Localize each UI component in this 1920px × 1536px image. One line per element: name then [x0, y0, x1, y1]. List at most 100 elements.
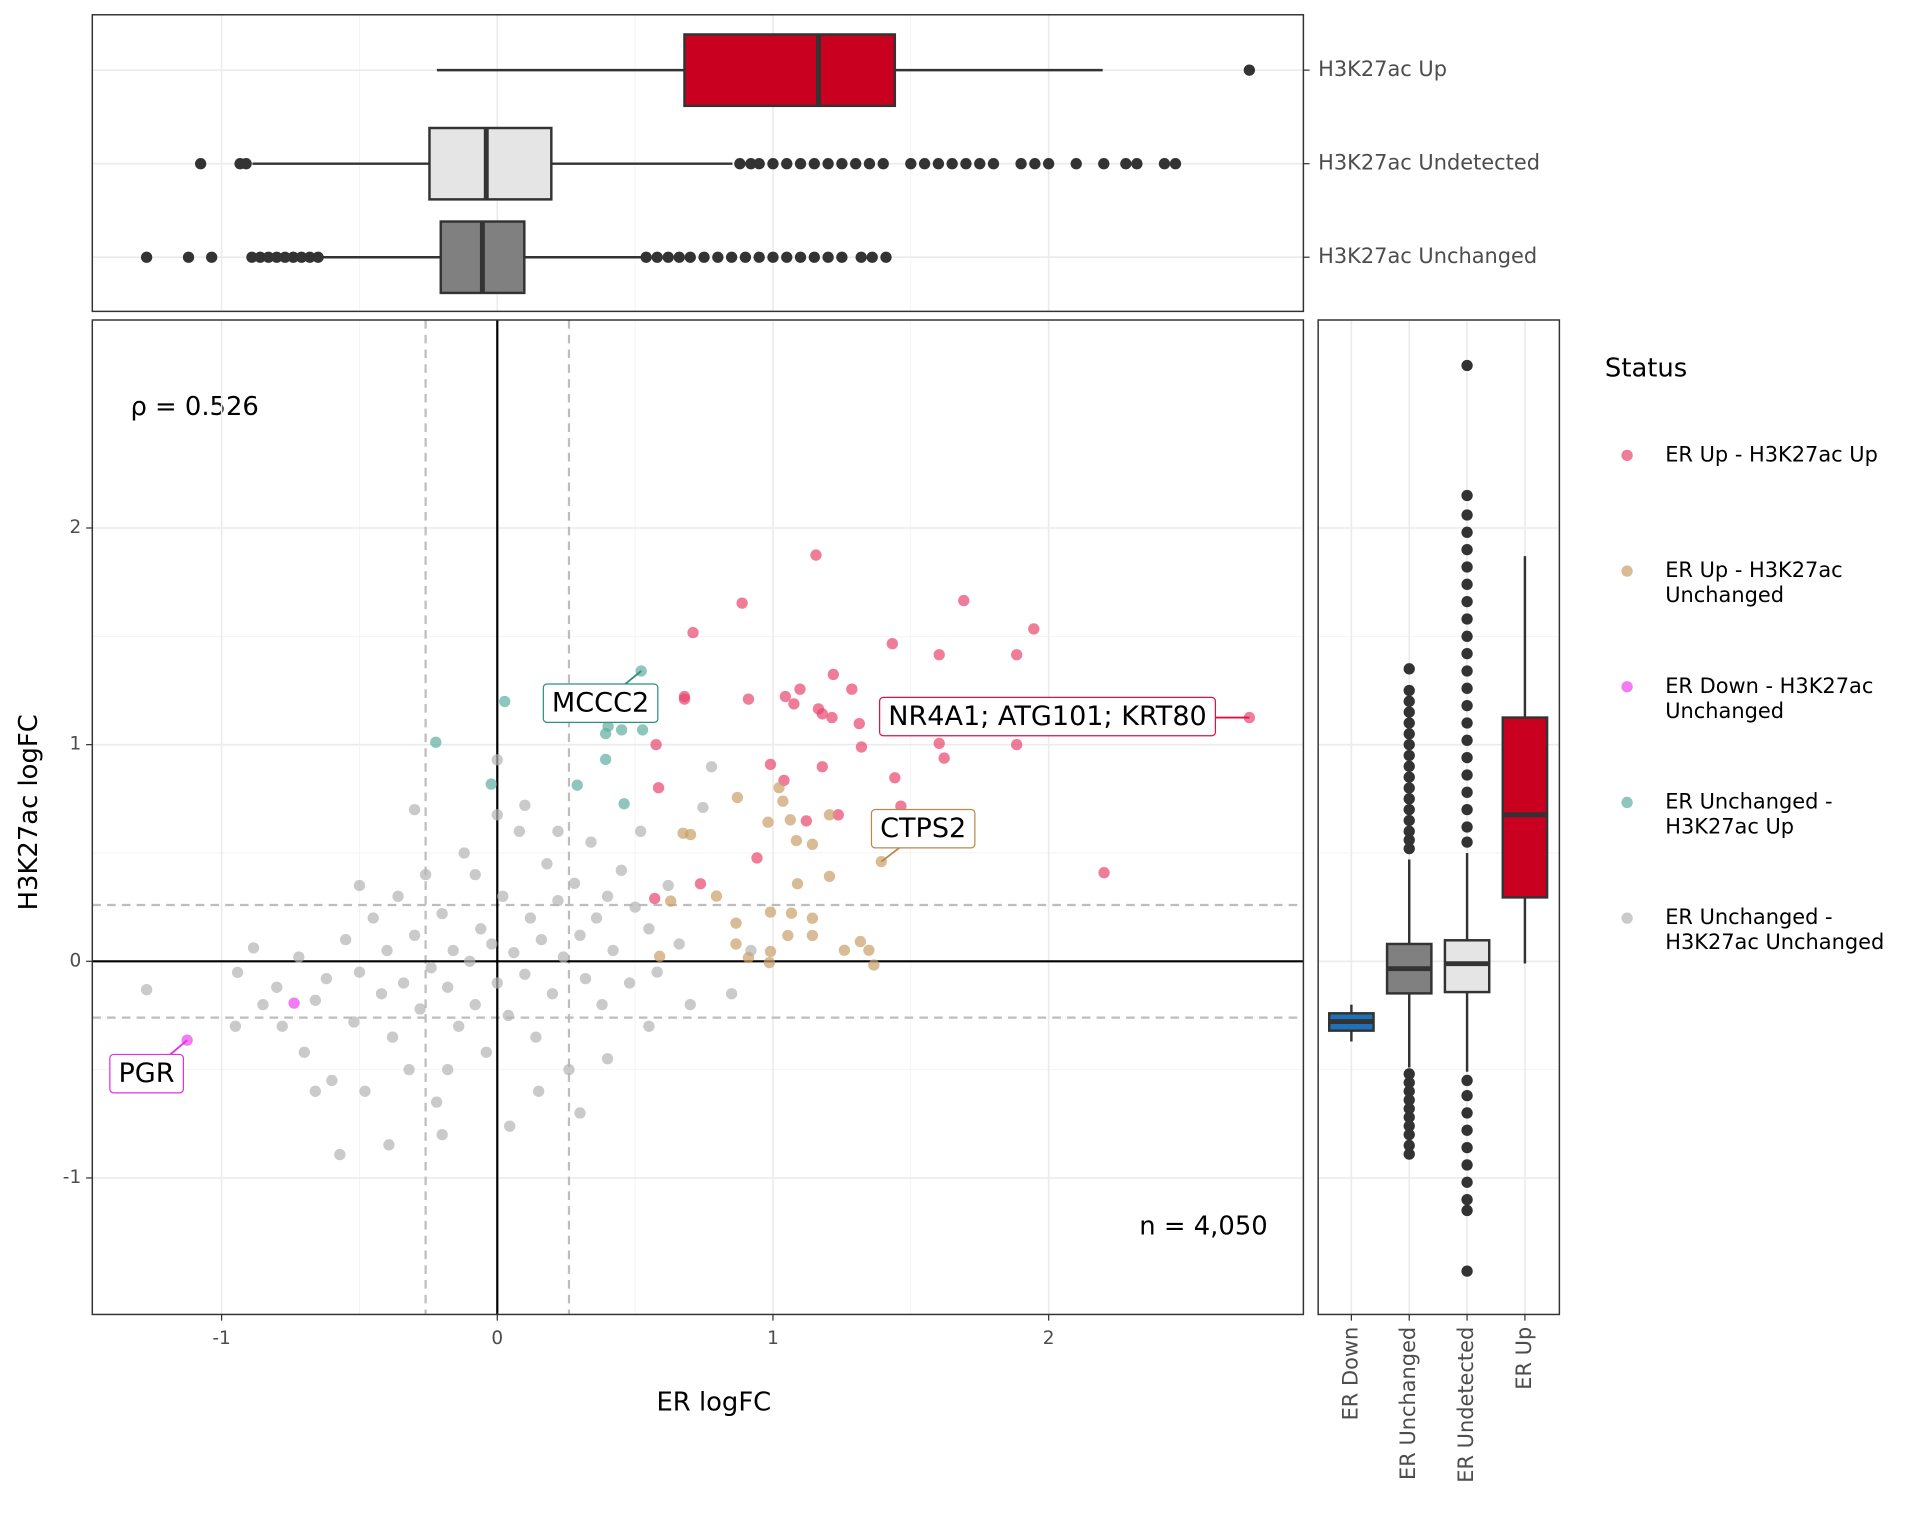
point [623, 977, 636, 989]
point [832, 809, 844, 821]
point [785, 907, 798, 919]
legend-label: ER Up - H3K27ac Up [1665, 442, 1878, 466]
outlier [1461, 769, 1473, 781]
point [375, 988, 388, 1000]
outlier [1461, 821, 1473, 833]
point [475, 923, 487, 935]
point [436, 1128, 448, 1141]
point [403, 1063, 415, 1076]
point [480, 1046, 492, 1058]
point [552, 825, 564, 837]
outlier [640, 251, 652, 263]
box [1501, 716, 1549, 899]
outlier [1403, 771, 1415, 783]
outlier [1403, 695, 1415, 707]
outlier [987, 158, 1000, 170]
point [348, 1016, 360, 1028]
outlier [1015, 158, 1027, 170]
point [502, 1009, 514, 1022]
outlier [794, 251, 807, 263]
point [458, 847, 470, 859]
outlier [262, 251, 275, 263]
point [764, 945, 777, 958]
panel-border [91, 319, 1305, 1316]
point [392, 890, 404, 902]
point [257, 998, 269, 1011]
point [854, 935, 867, 948]
y-tick-label: 1 [69, 734, 81, 755]
point [486, 938, 498, 950]
point [652, 782, 665, 794]
point [504, 1120, 516, 1132]
point [359, 1085, 371, 1097]
point [710, 890, 723, 902]
point [140, 984, 153, 996]
outlier [781, 158, 793, 170]
outlier [1461, 665, 1473, 677]
y-tick-label: 0 [69, 950, 81, 971]
point [751, 852, 763, 864]
point [634, 825, 647, 837]
point [513, 825, 526, 837]
gene-label: NR4A1; ATG101; KRT80 [888, 701, 1207, 732]
point [958, 594, 970, 607]
outlier [206, 251, 218, 263]
box [683, 33, 897, 108]
point [636, 724, 649, 736]
outlier [1461, 489, 1473, 502]
outlier [651, 251, 663, 263]
point [585, 836, 597, 848]
outlier [1461, 561, 1473, 573]
point [397, 977, 410, 989]
outlier [932, 158, 945, 170]
point [1028, 623, 1040, 635]
outlier [850, 158, 862, 170]
outlier [781, 251, 793, 263]
outlier [1461, 786, 1473, 798]
point [408, 803, 421, 816]
outlier [1403, 834, 1415, 846]
outlier [905, 158, 917, 170]
outlier [1461, 751, 1473, 764]
legend-swatch [1621, 565, 1633, 577]
point [519, 799, 531, 811]
outlier [1461, 543, 1473, 556]
outlier [1461, 526, 1473, 538]
outlier [673, 251, 685, 263]
x-axis-title: ER logFC [656, 1388, 771, 1418]
point [677, 827, 689, 839]
point [853, 717, 865, 730]
label-box [878, 696, 1217, 737]
outlier [1461, 1107, 1473, 1119]
point [794, 683, 806, 695]
outlier [1403, 825, 1415, 837]
outlier [808, 158, 820, 170]
gene-label: MCCC2 [552, 688, 649, 719]
point [823, 809, 836, 821]
category-label: ER Undetected [1454, 1327, 1478, 1483]
category-label: ER Up [1512, 1327, 1536, 1390]
point [485, 778, 497, 790]
point [705, 761, 718, 773]
outlier [194, 158, 207, 170]
outlier [918, 158, 931, 170]
point [742, 693, 755, 705]
point [535, 933, 548, 946]
outlier [254, 251, 266, 263]
point [643, 923, 655, 935]
outlier [960, 158, 972, 170]
outlier [1120, 158, 1132, 170]
point [763, 956, 776, 969]
outlier [1169, 158, 1182, 170]
point [684, 998, 696, 1011]
outlier [1403, 706, 1415, 718]
outlier [739, 251, 752, 263]
outlier [974, 158, 986, 170]
point [678, 693, 691, 705]
point [855, 741, 868, 753]
point [381, 944, 393, 957]
outlier [1403, 1111, 1415, 1123]
point [383, 1139, 395, 1151]
point [773, 782, 785, 794]
